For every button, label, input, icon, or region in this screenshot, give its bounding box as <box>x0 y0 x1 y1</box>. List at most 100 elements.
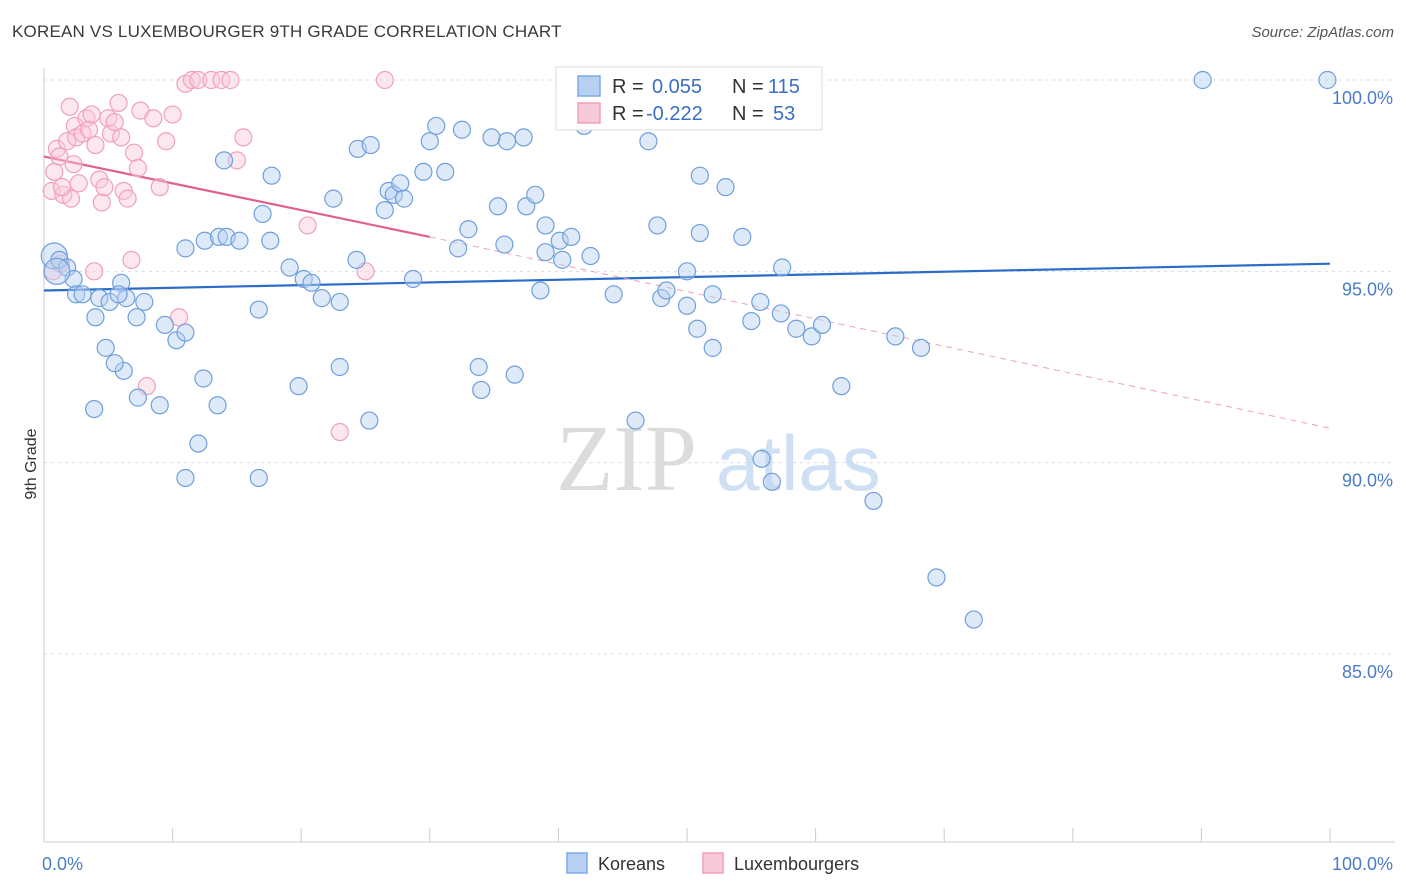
koreans-point <box>403 269 423 289</box>
luxembourgers-point <box>234 128 253 147</box>
koreans-point <box>472 380 491 400</box>
koreans-point <box>488 197 508 216</box>
koreans-point <box>195 231 214 250</box>
koreans-point <box>280 258 299 277</box>
luxembourgers-point <box>182 70 201 90</box>
koreans-point <box>302 273 321 292</box>
koreans-point <box>497 132 517 151</box>
luxembourgers-point <box>157 132 176 151</box>
luxembourgers-point <box>202 70 221 90</box>
x-tick-labels: 0.0% 100.0% <box>42 854 1393 874</box>
koreans-point <box>361 135 380 155</box>
koreans-point <box>249 468 268 488</box>
koreans-point <box>391 174 410 193</box>
luxembourgers-point <box>227 151 246 170</box>
luxembourgers-point <box>124 143 144 162</box>
koreans-point <box>802 327 821 346</box>
bottom-legend-label-luxembourgers: Luxembourgers <box>734 854 859 874</box>
luxembourgers-point <box>64 155 83 174</box>
luxembourgers-point <box>163 105 182 124</box>
luxembourgers-point <box>375 70 394 90</box>
koreans-point <box>86 308 105 327</box>
bottom-legend-swatch-koreans <box>566 852 588 874</box>
koreans-point <box>536 216 555 235</box>
koreans-point <box>495 235 514 254</box>
luxembourgers-point <box>42 181 61 201</box>
koreans-point <box>375 201 394 220</box>
luxembourgers-point <box>118 189 137 208</box>
koreans-point <box>762 472 781 491</box>
koreans-point <box>176 468 195 488</box>
koreans-point <box>109 285 128 304</box>
koreans-point <box>514 128 533 147</box>
koreans-point <box>648 216 667 235</box>
koreans-point <box>505 365 524 384</box>
koreans-point <box>927 568 946 587</box>
koreans-point <box>73 285 92 304</box>
koreans-point <box>752 449 771 468</box>
y-tick-label: 85.0% <box>1342 662 1393 682</box>
luxembourgers-point <box>92 193 111 212</box>
y-tick-label: 100.0% <box>1332 88 1393 108</box>
luxembourgers-point <box>85 262 104 281</box>
koreans-point <box>733 227 752 246</box>
luxembourgers-point <box>109 93 128 113</box>
koreans-point <box>688 319 707 338</box>
luxembourgers-point <box>298 216 317 235</box>
koreans-point <box>787 319 806 338</box>
x-tick-label: 100.0% <box>1332 854 1393 874</box>
trendlines <box>43 155 1331 429</box>
koreans-point <box>657 281 676 300</box>
koreans-point <box>347 250 366 269</box>
koreans-point <box>526 185 545 204</box>
koreans-point <box>469 357 488 377</box>
koreans-point <box>312 289 331 308</box>
koreans-point <box>581 246 600 266</box>
luxembourgers-point <box>122 250 141 269</box>
luxembourgers-point <box>45 162 64 181</box>
luxembourgers-point <box>150 178 169 197</box>
koreans-point <box>771 304 790 323</box>
legend-n-label-0: N = <box>732 76 764 98</box>
koreans-point <box>562 227 581 246</box>
koreans-point <box>85 399 104 419</box>
koreans-point <box>427 116 446 136</box>
koreans-point <box>690 166 709 185</box>
legend-swatch-luxembourgers <box>577 102 601 124</box>
luxembourgers-points <box>42 70 394 442</box>
koreans-point <box>230 231 249 250</box>
koreans-point <box>194 369 213 388</box>
koreans-trendline <box>43 262 1331 292</box>
koreans-point <box>289 377 308 396</box>
legend-r-value-1: -0.222 <box>646 103 703 125</box>
koreans-point <box>964 610 983 629</box>
bottom-legend-label-koreans: Koreans <box>598 854 665 874</box>
luxembourgers-point <box>95 178 114 197</box>
koreans-point <box>832 377 851 396</box>
koreans-point <box>208 396 227 415</box>
legend-n-value-0: 115 <box>768 76 800 98</box>
koreans-point <box>703 285 722 304</box>
koreans-point <box>360 411 379 430</box>
koreans-point <box>436 162 455 181</box>
koreans-point <box>1318 70 1337 90</box>
legend-n-value-1: 53 <box>773 103 795 125</box>
x-tick-label: 0.0% <box>42 854 83 874</box>
koreans-point <box>703 338 722 357</box>
luxembourgers-trendline <box>43 155 431 238</box>
koreans-point <box>677 296 697 315</box>
koreans-point <box>176 239 195 258</box>
koreans-point <box>864 491 883 511</box>
koreans-point <box>531 281 550 300</box>
koreans-point <box>414 162 433 181</box>
koreans-point <box>253 204 272 224</box>
koreans-point <box>604 285 623 304</box>
koreans-point <box>452 120 472 139</box>
luxembourgers-point <box>52 178 72 197</box>
y-axis-label: 9th Grade <box>23 428 40 499</box>
koreans-point <box>773 258 792 277</box>
koreans-point <box>394 189 414 208</box>
koreans-point <box>262 166 281 185</box>
koreans-point <box>43 257 71 285</box>
y-tick-label: 95.0% <box>1342 279 1393 299</box>
